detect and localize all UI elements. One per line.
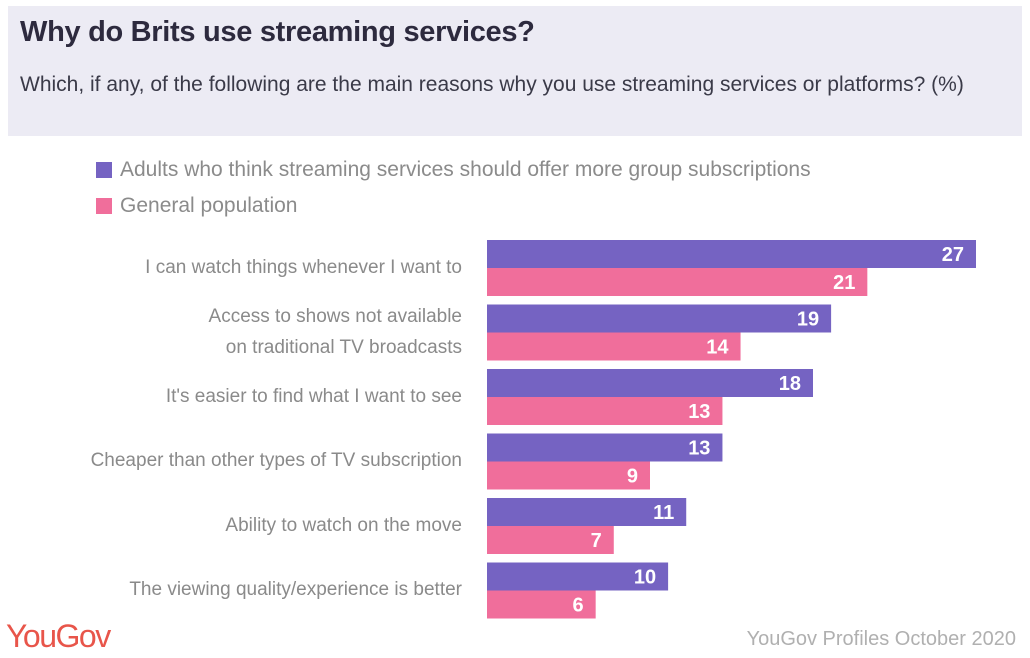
category-label: Access to shows not available on traditio… bbox=[209, 301, 462, 363]
category-label-line: It's easier to find what I want to see bbox=[165, 385, 462, 407]
legend-swatch-pink bbox=[96, 198, 112, 214]
header-band: Why do Brits use streaming services? Whi… bbox=[8, 6, 1022, 136]
legend-label: Adults who think streaming services shou… bbox=[120, 158, 811, 181]
legend-label: General population bbox=[120, 194, 298, 217]
bar-general-population bbox=[487, 461, 650, 490]
bar-group-subscriptions bbox=[487, 240, 976, 268]
bar-value-label: 18 bbox=[779, 373, 801, 395]
category-label-line: Cheaper than other types of TV subscript… bbox=[90, 450, 462, 471]
bar-general-population bbox=[487, 526, 614, 554]
legend: Adults who think streaming services shou… bbox=[96, 152, 811, 224]
bar-value-label: 27 bbox=[942, 244, 964, 266]
legend-item-group-subscriptions: Adults who think streaming services shou… bbox=[96, 152, 811, 188]
category-label-line: Access to shows not available bbox=[208, 305, 462, 327]
bar-value-label: 11 bbox=[653, 502, 674, 524]
category-label: It's easier to find what I want to see bbox=[166, 381, 462, 412]
yougov-logo: YouGov bbox=[6, 618, 111, 654]
bar-general-population bbox=[487, 397, 723, 425]
bar-group-subscriptions bbox=[487, 433, 723, 462]
legend-item-general-population: General population bbox=[96, 188, 811, 224]
bar-group-subscriptions bbox=[487, 304, 832, 333]
category-label: I can watch things whenever I want to bbox=[145, 252, 462, 283]
bar-value-label: 6 bbox=[573, 595, 584, 617]
bar-value-label: 14 bbox=[706, 337, 729, 359]
source-note: YouGov Profiles October 2020 bbox=[746, 628, 1016, 650]
category-label: Cheaper than other types of TV subscript… bbox=[91, 445, 462, 476]
category-label-line: Ability to watch on the move bbox=[225, 514, 462, 536]
bar-general-population bbox=[487, 268, 868, 296]
bar-value-label: 13 bbox=[688, 438, 710, 460]
category-label: The viewing quality/experience is better bbox=[129, 574, 462, 605]
category-label-line: The viewing quality/experience is better bbox=[129, 579, 462, 600]
chart-subtitle: Which, if any, of the following are the … bbox=[20, 73, 964, 96]
bar-group-subscriptions bbox=[487, 562, 669, 591]
category-label-line: on traditional TV broadcasts bbox=[225, 336, 462, 358]
category-label-line: I can watch things whenever I want to bbox=[145, 256, 462, 278]
legend-swatch-purple bbox=[96, 162, 112, 178]
chart-title: Why do Brits use streaming services? bbox=[20, 16, 535, 48]
category-label: Ability to watch on the move bbox=[225, 510, 462, 541]
bar-value-label: 21 bbox=[833, 272, 855, 294]
bar-value-label: 10 bbox=[634, 567, 656, 589]
bar-value-label: 7 bbox=[591, 530, 602, 552]
bar-general-population bbox=[487, 332, 741, 361]
bar-value-label: 19 bbox=[797, 309, 819, 331]
bar-value-label: 13 bbox=[688, 401, 710, 423]
bar-group-subscriptions bbox=[487, 369, 813, 397]
bar-group-subscriptions bbox=[487, 498, 687, 526]
bar-general-population bbox=[487, 590, 596, 619]
bar-value-label: 9 bbox=[627, 466, 638, 488]
